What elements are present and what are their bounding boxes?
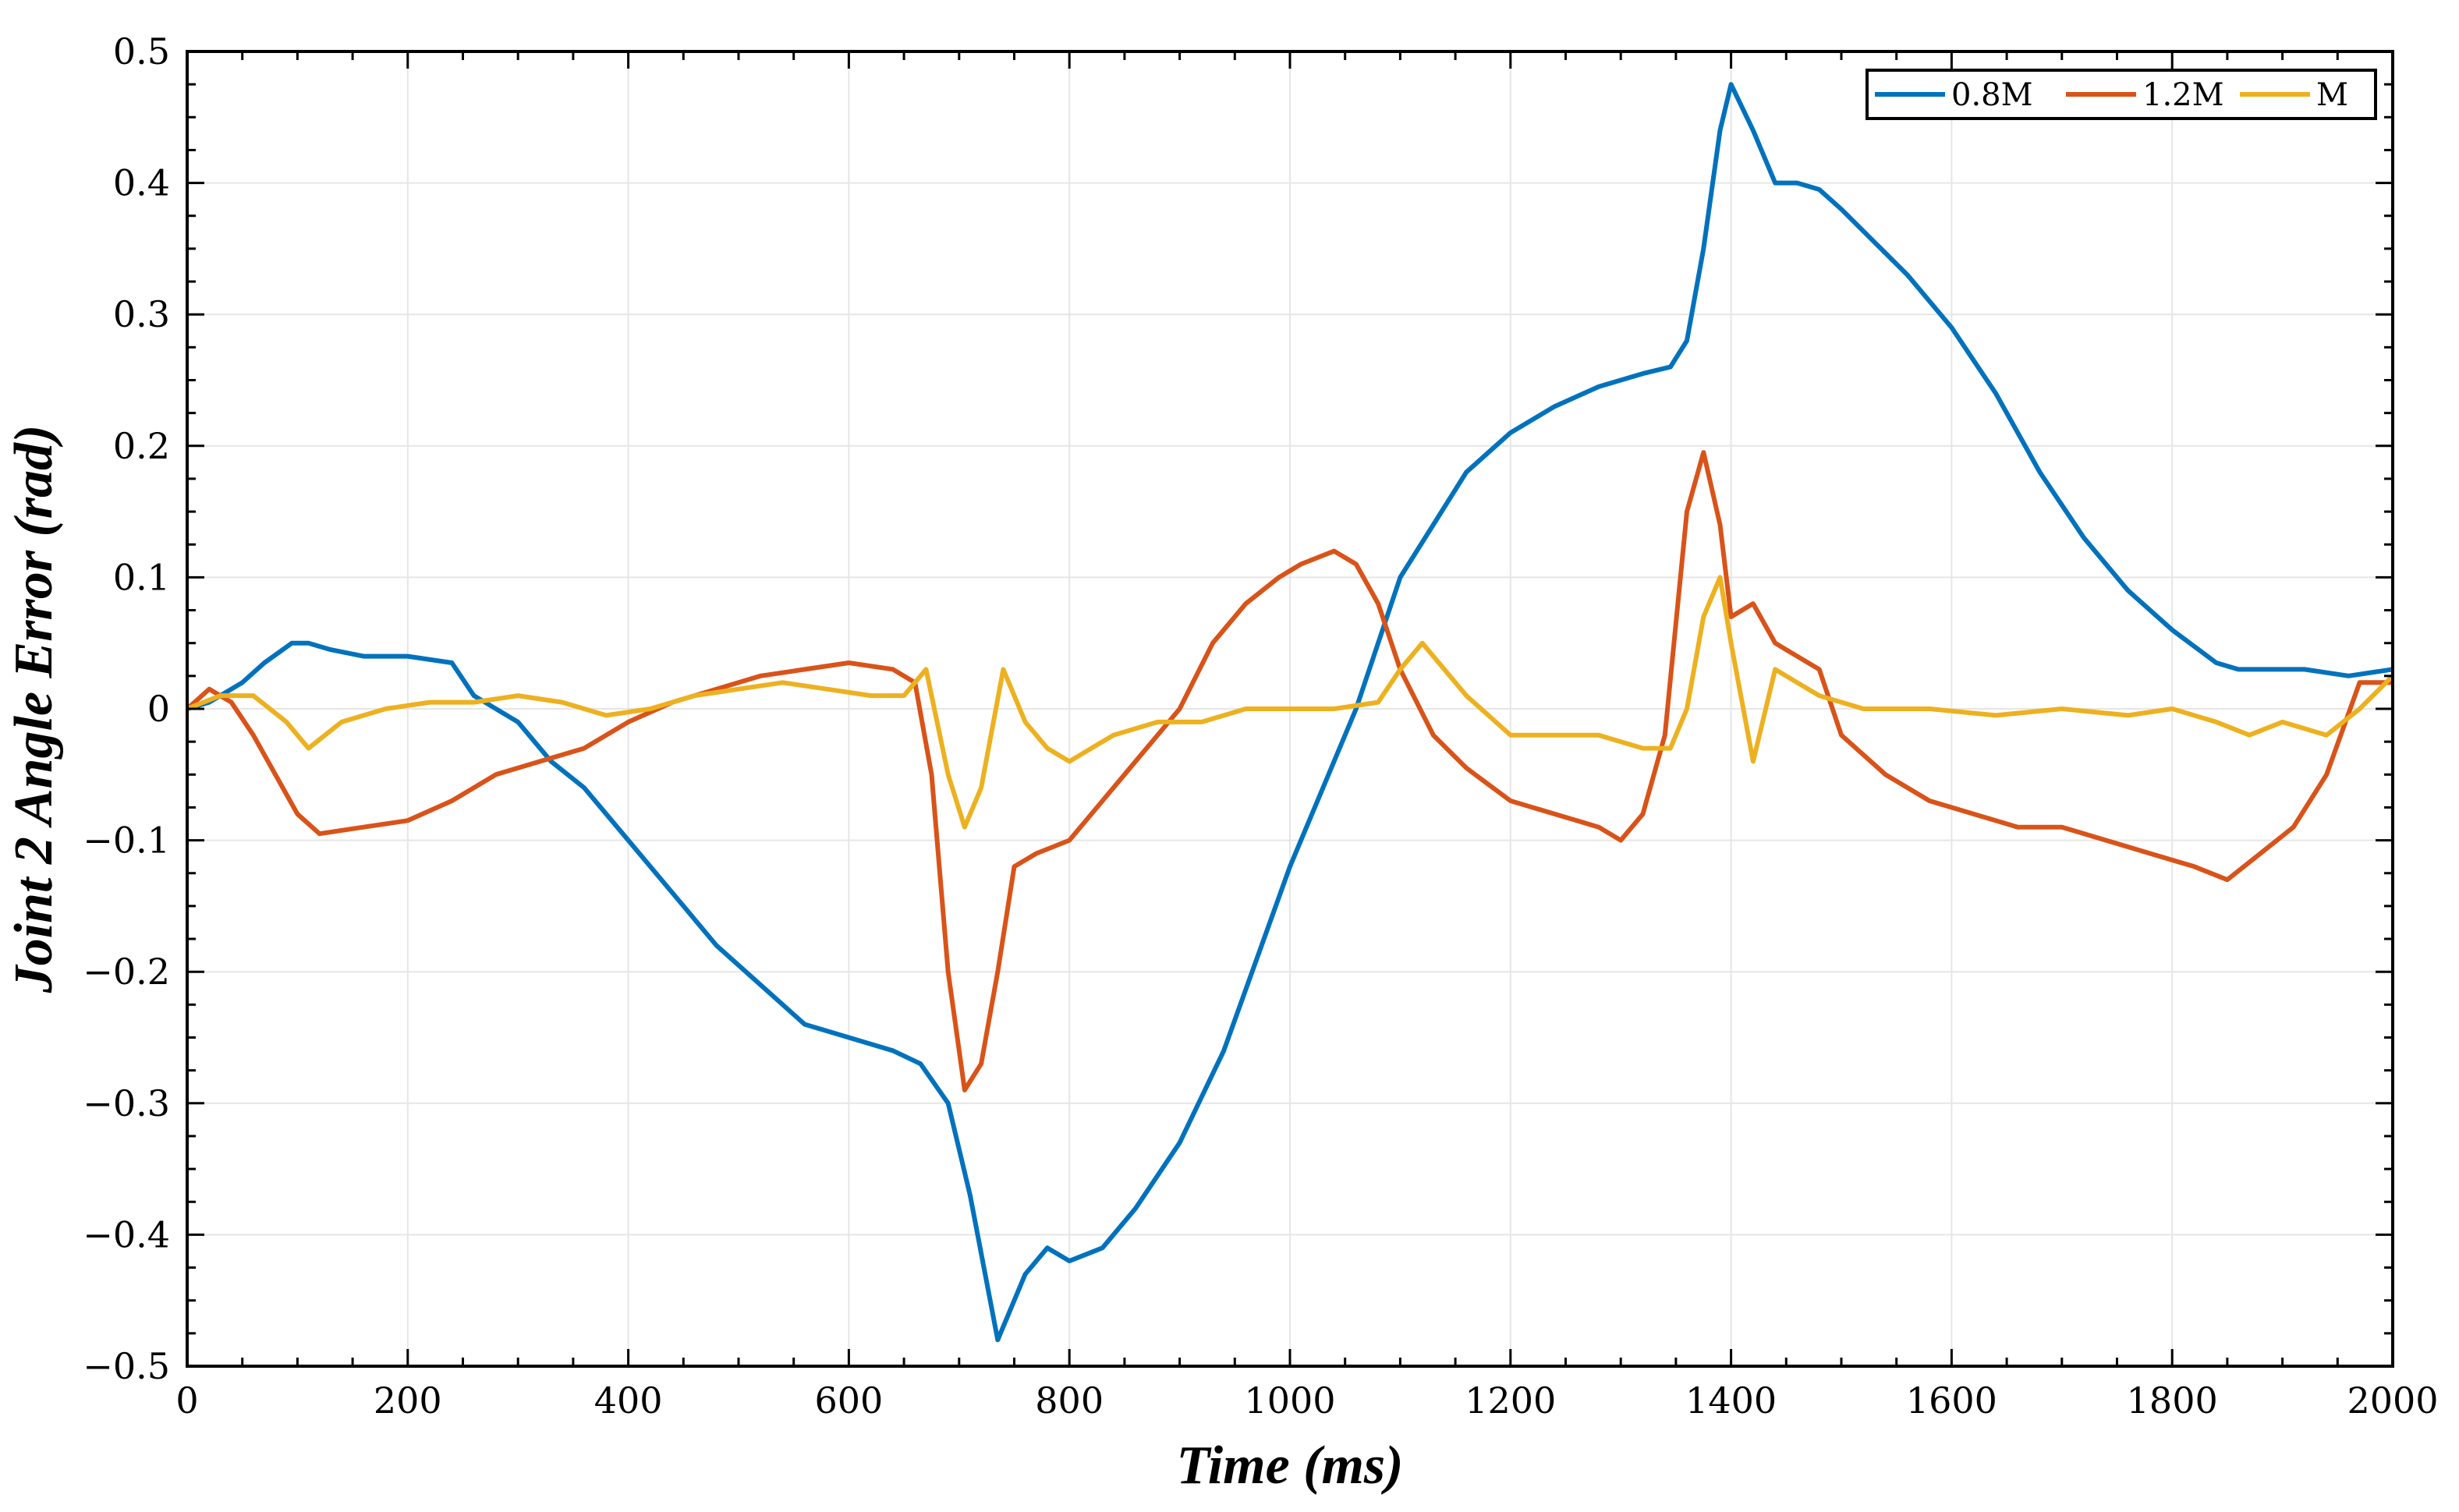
- x-tick-label: 800: [1035, 1379, 1104, 1422]
- legend-label: M: [2316, 77, 2348, 113]
- y-tick-label: 0.4: [113, 162, 170, 204]
- y-tick-label: −0.3: [83, 1082, 170, 1124]
- x-tick-label: 1400: [1685, 1379, 1777, 1422]
- legend: 0.8M 1.2M M: [1866, 69, 2377, 120]
- y-tick-label: 0: [147, 688, 170, 730]
- y-tick-label: 0.3: [113, 293, 170, 335]
- x-tick-label: 1000: [1244, 1379, 1335, 1422]
- x-tick-label: 0: [175, 1379, 198, 1422]
- x-tick-label: 1200: [1465, 1379, 1556, 1422]
- y-tick-label: 0.1: [113, 556, 170, 598]
- x-tick-label: 400: [594, 1379, 663, 1422]
- x-tick-label: 200: [374, 1379, 442, 1422]
- axis-ticks: 0 200 400 600 800 1000 1200 1400 1600 1800 2000 −0.…: [83, 30, 2438, 1422]
- y-tick-label: −0.5: [83, 1345, 170, 1387]
- legend-label: 1.2M: [2142, 77, 2224, 113]
- x-tick-label: 1800: [2127, 1379, 2218, 1422]
- series-line-0-8m: [187, 82, 2393, 1343]
- y-tick-label: −0.1: [83, 820, 170, 862]
- x-axis-title: Time (ms): [1177, 1436, 1404, 1496]
- x-tick-label: 1600: [1906, 1379, 1997, 1422]
- plot-series: [187, 82, 2393, 1343]
- y-axis-title: Joint 2 Angle Error (rad): [4, 425, 64, 994]
- series-line-1-2m: [187, 450, 2393, 1092]
- y-tick-label: −0.2: [83, 951, 170, 993]
- x-tick-label: 2000: [2347, 1379, 2438, 1422]
- series-line-m: [187, 575, 2393, 830]
- y-tick-label: 0.5: [113, 30, 170, 73]
- legend-label: 0.8M: [1951, 77, 2033, 113]
- x-tick-label: 600: [814, 1379, 883, 1422]
- y-tick-label: 0.2: [113, 425, 170, 467]
- y-tick-label: −0.4: [83, 1213, 170, 1255]
